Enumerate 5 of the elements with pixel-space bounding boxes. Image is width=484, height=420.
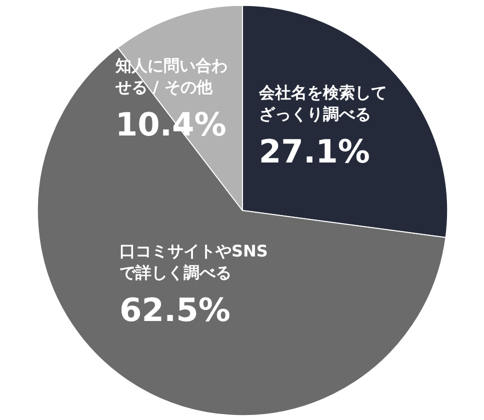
data-label: 62.5%: [119, 290, 230, 329]
data-label: 27.1%: [258, 132, 370, 170]
slice-label: 口コミサイトやSNSで詳しく調べる: [119, 241, 268, 282]
slice-label: 会社名を検索してざっくり調べる: [258, 82, 387, 124]
slice-label: 知人に問い合わせる / その他: [114, 56, 228, 97]
